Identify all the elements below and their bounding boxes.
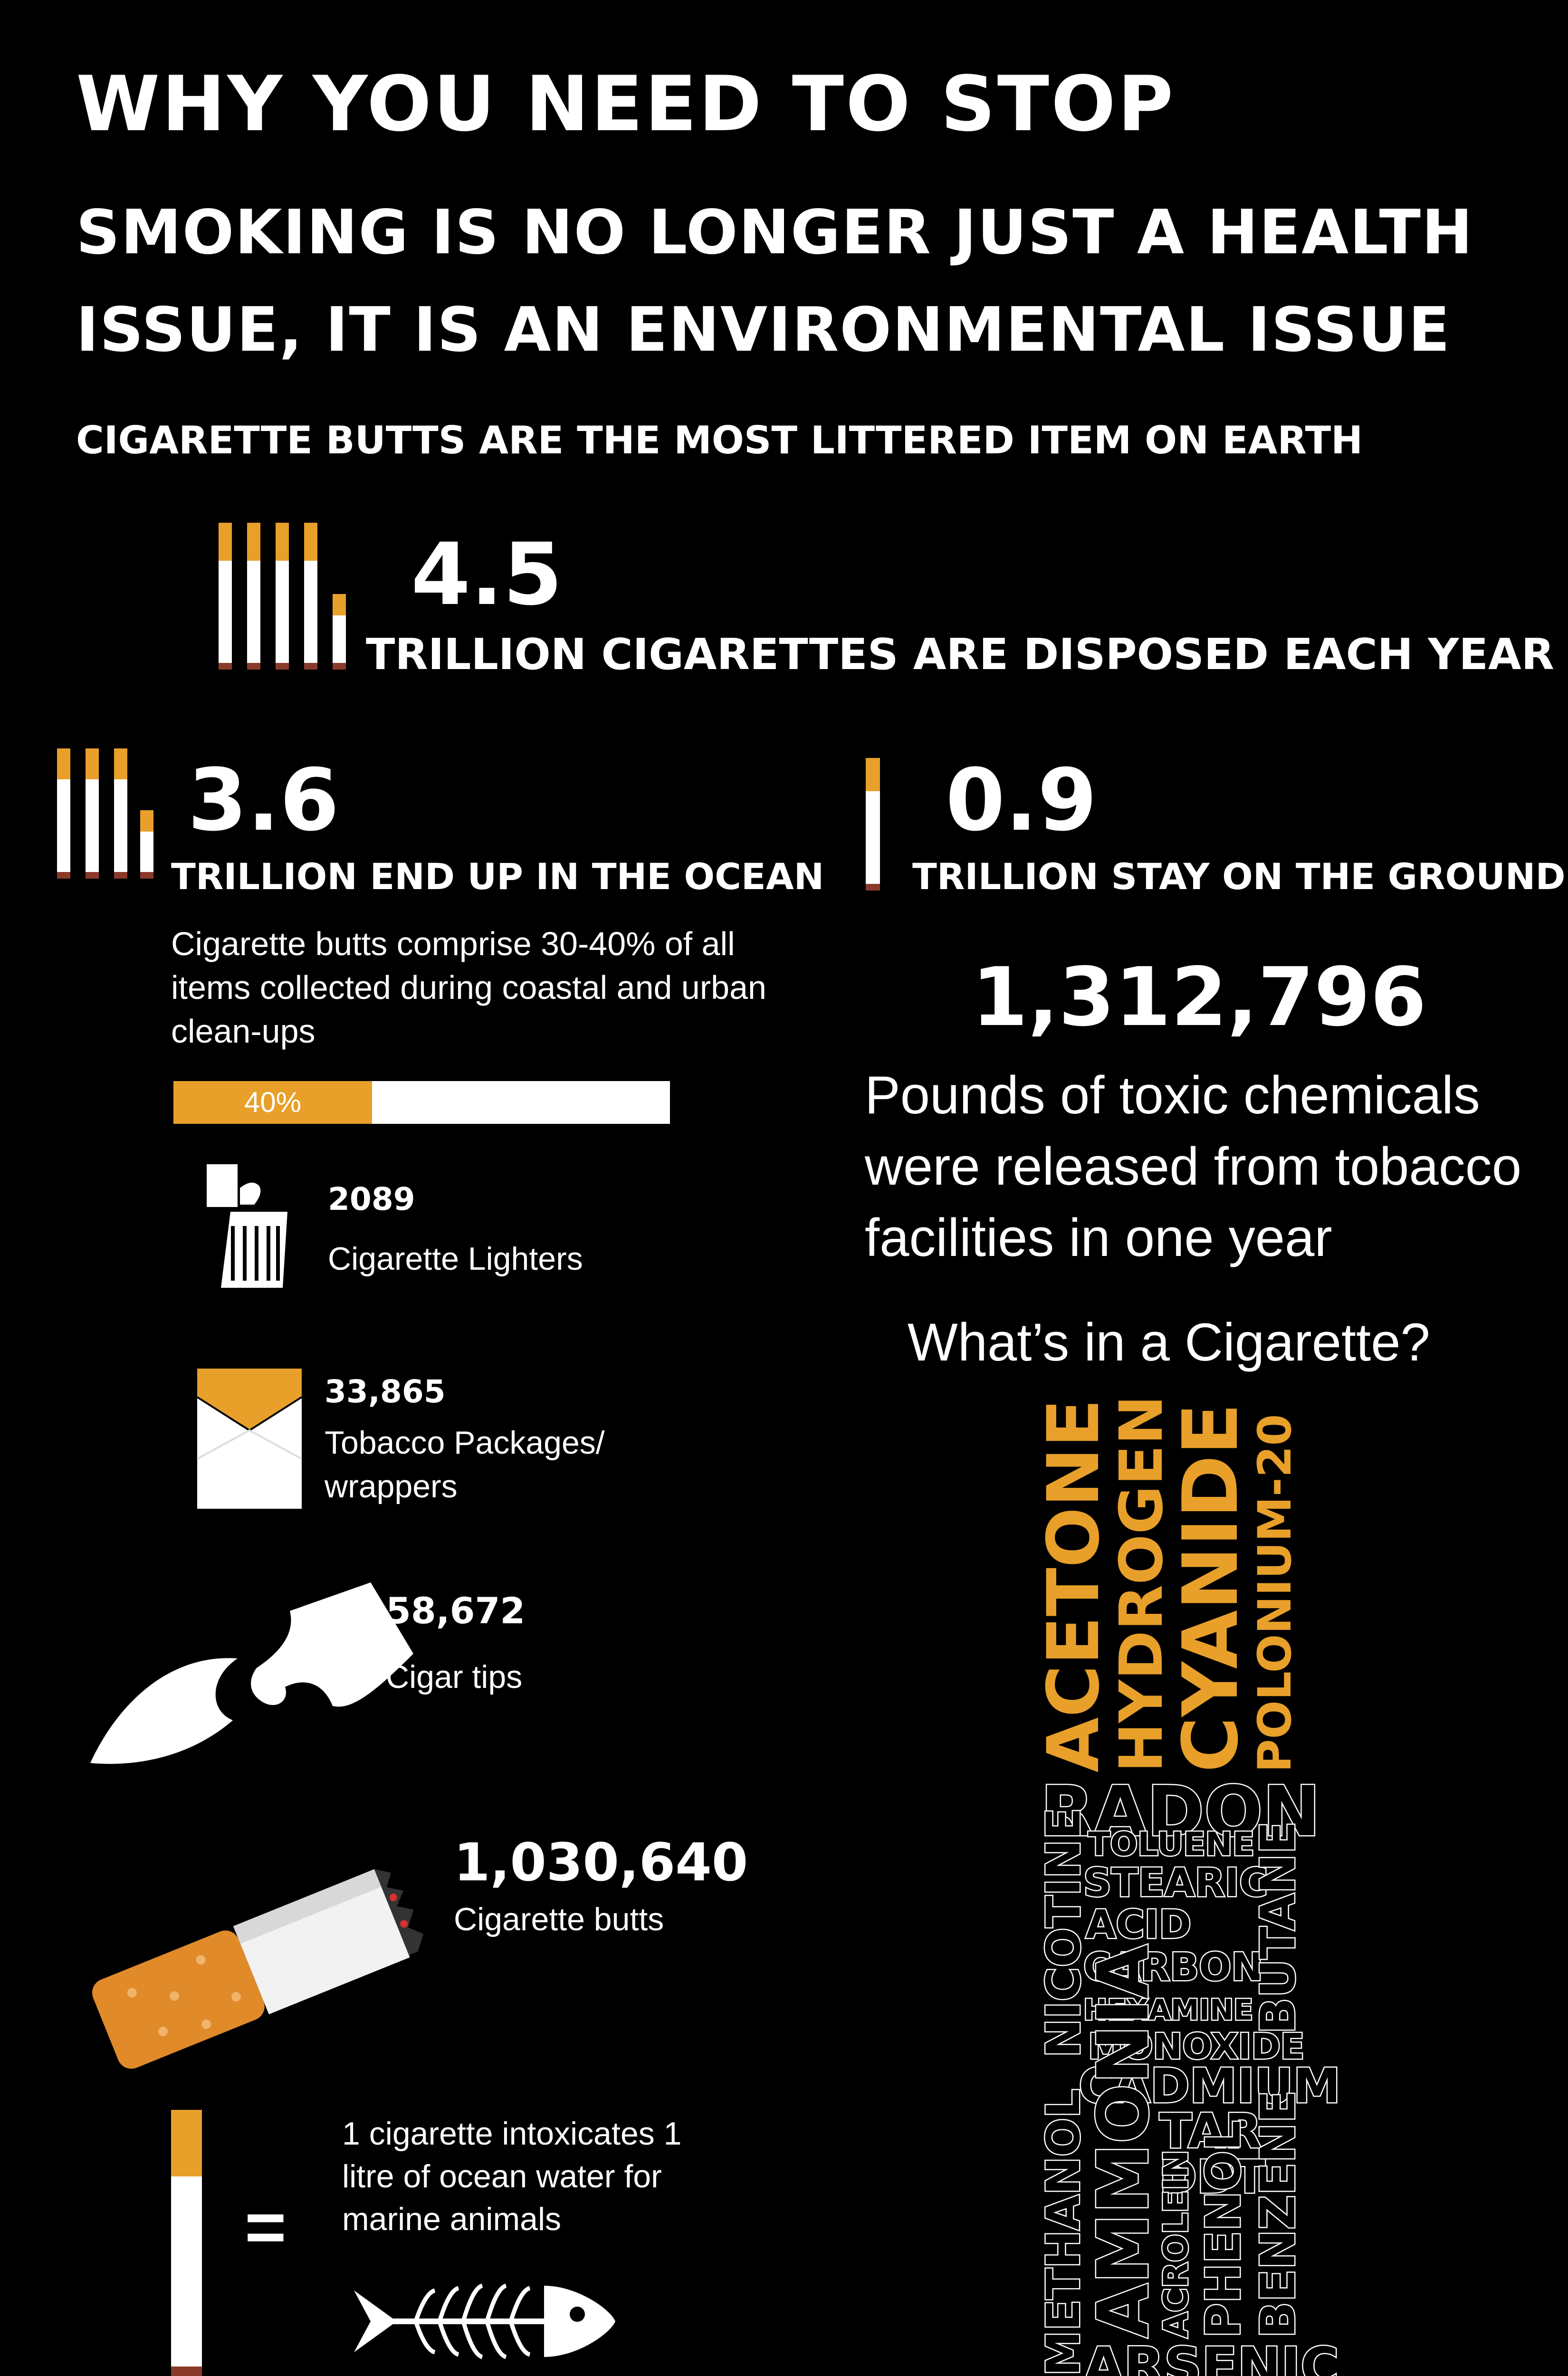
- cleanup-progress-bar: 40%: [173, 1081, 670, 1124]
- cigar-tip-count: 58,672: [386, 1590, 526, 1632]
- lighter-label: Cigarette Lighters: [328, 1241, 583, 1277]
- word-acid: ACID: [1084, 1902, 1192, 1947]
- ocean-description: Cigarette butts comprise 30-40% of all i…: [171, 925, 766, 1050]
- word-radon: RADON: [1040, 1772, 1322, 1852]
- lighter-icon: [207, 1164, 287, 1288]
- package-label: Tobacco Packages/ wrappers: [325, 1425, 605, 1504]
- word-hexamine: HEXAMINE: [1082, 1993, 1254, 2027]
- cigarette-icon: [171, 2110, 202, 2376]
- ground-label: TRILLION STAY ON THE GROUND: [912, 855, 1566, 898]
- equals-sign: =: [245, 2187, 287, 2267]
- package-icon: [196, 1369, 303, 1509]
- cigarette-icon: [276, 523, 289, 670]
- cigarette-icon: [247, 523, 260, 670]
- total-number: 4.5: [411, 525, 563, 624]
- cigarette-icon: [114, 748, 127, 879]
- package-count: 33,865: [325, 1373, 446, 1410]
- word-methanol: METHANOL: [1036, 2088, 1091, 2376]
- lighter-count: 2089: [328, 1181, 415, 1217]
- word-acrolein: ACROLEIN: [1156, 2148, 1197, 2339]
- ocean-label: TRILLION END UP IN THE OCEAN: [171, 855, 824, 898]
- cigar-tip-label: Cigar tips: [386, 1659, 523, 1695]
- cigarette-icon: [219, 523, 232, 670]
- cigarette-butt-icon: [92, 1869, 424, 2069]
- ocean-number: 3.6: [188, 751, 339, 850]
- chemicals-number: 1,312,796: [972, 950, 1427, 1044]
- cigarette-contents-title: What’s in a Cigarette?: [908, 1313, 1430, 1372]
- cigarette-icon: [304, 523, 317, 670]
- subtitle-line-2: ISSUE, IT IS AN ENVIRONMENTAL ISSUE: [76, 295, 1451, 365]
- cleanup-progress-label: 40%: [244, 1086, 302, 1118]
- cigarette-icon: [57, 748, 70, 879]
- total-label: TRILLION CIGARETTES ARE DISPOSED EACH YE…: [366, 630, 1554, 680]
- word-polonium: POLONIUM-20: [1248, 1414, 1301, 1772]
- word-carbon: CARBON: [1082, 1945, 1264, 1989]
- word-acetone: ACETONE: [1033, 1399, 1115, 1772]
- cigarette-group-icon: [219, 523, 346, 670]
- word-hydrogen: HYDROGEN: [1107, 1395, 1176, 1772]
- page-title: WHY YOU NEED TO STOP: [76, 59, 1176, 148]
- cigarette-group-icon: [57, 748, 153, 879]
- word-ammonia: AMMONIA: [1081, 1943, 1166, 2339]
- word-phenol: PHENOL: [1195, 2119, 1252, 2339]
- butt-label: Cigarette butts: [454, 1901, 664, 1937]
- tagline: CIGARETTE BUTTS ARE THE MOST LITTERED IT…: [76, 418, 1363, 462]
- word-cadmium: CADMIUM: [1077, 2058, 1341, 2114]
- cigarette-icon: [866, 758, 880, 891]
- butt-count: 1,030,640: [454, 1832, 748, 1893]
- word-butane: BUTANE: [1249, 1820, 1307, 2035]
- word-cyanide: CYANIDE: [1166, 1403, 1255, 1772]
- subtitle-line-1: SMOKING IS NO LONGER JUST A HEALTH: [76, 197, 1474, 268]
- fish-skeleton-icon: [354, 2283, 615, 2359]
- word-nicotine: NICOTINE: [1036, 1807, 1092, 2059]
- cigar-tip-icon: [90, 1582, 413, 1764]
- word-arsenic: ARSENIC: [1082, 2336, 1340, 2376]
- ground-number: 0.9: [946, 751, 1097, 850]
- cigarette-half-icon: [140, 810, 153, 879]
- ocean-water-text: 1 cigarette intoxicates 1 litre of ocean…: [342, 2116, 682, 2237]
- word-tar: TAR: [1158, 2103, 1263, 2159]
- word-monoxide: MONOXIDE: [1087, 2026, 1305, 2067]
- word-toluene: TOLUENE: [1087, 1826, 1255, 1863]
- cleanup-progress-fill: [173, 1081, 372, 1124]
- word-ddt: DDT: [1158, 2151, 1267, 2204]
- cigarette-icon: [86, 748, 99, 879]
- cigarette-half-icon: [333, 594, 346, 670]
- word-benzene: BENZENE: [1249, 2089, 1307, 2339]
- chemicals-text: Pounds of toxic chemicals were released …: [865, 1065, 1522, 1267]
- word-stearic: STEARIC: [1082, 1860, 1269, 1906]
